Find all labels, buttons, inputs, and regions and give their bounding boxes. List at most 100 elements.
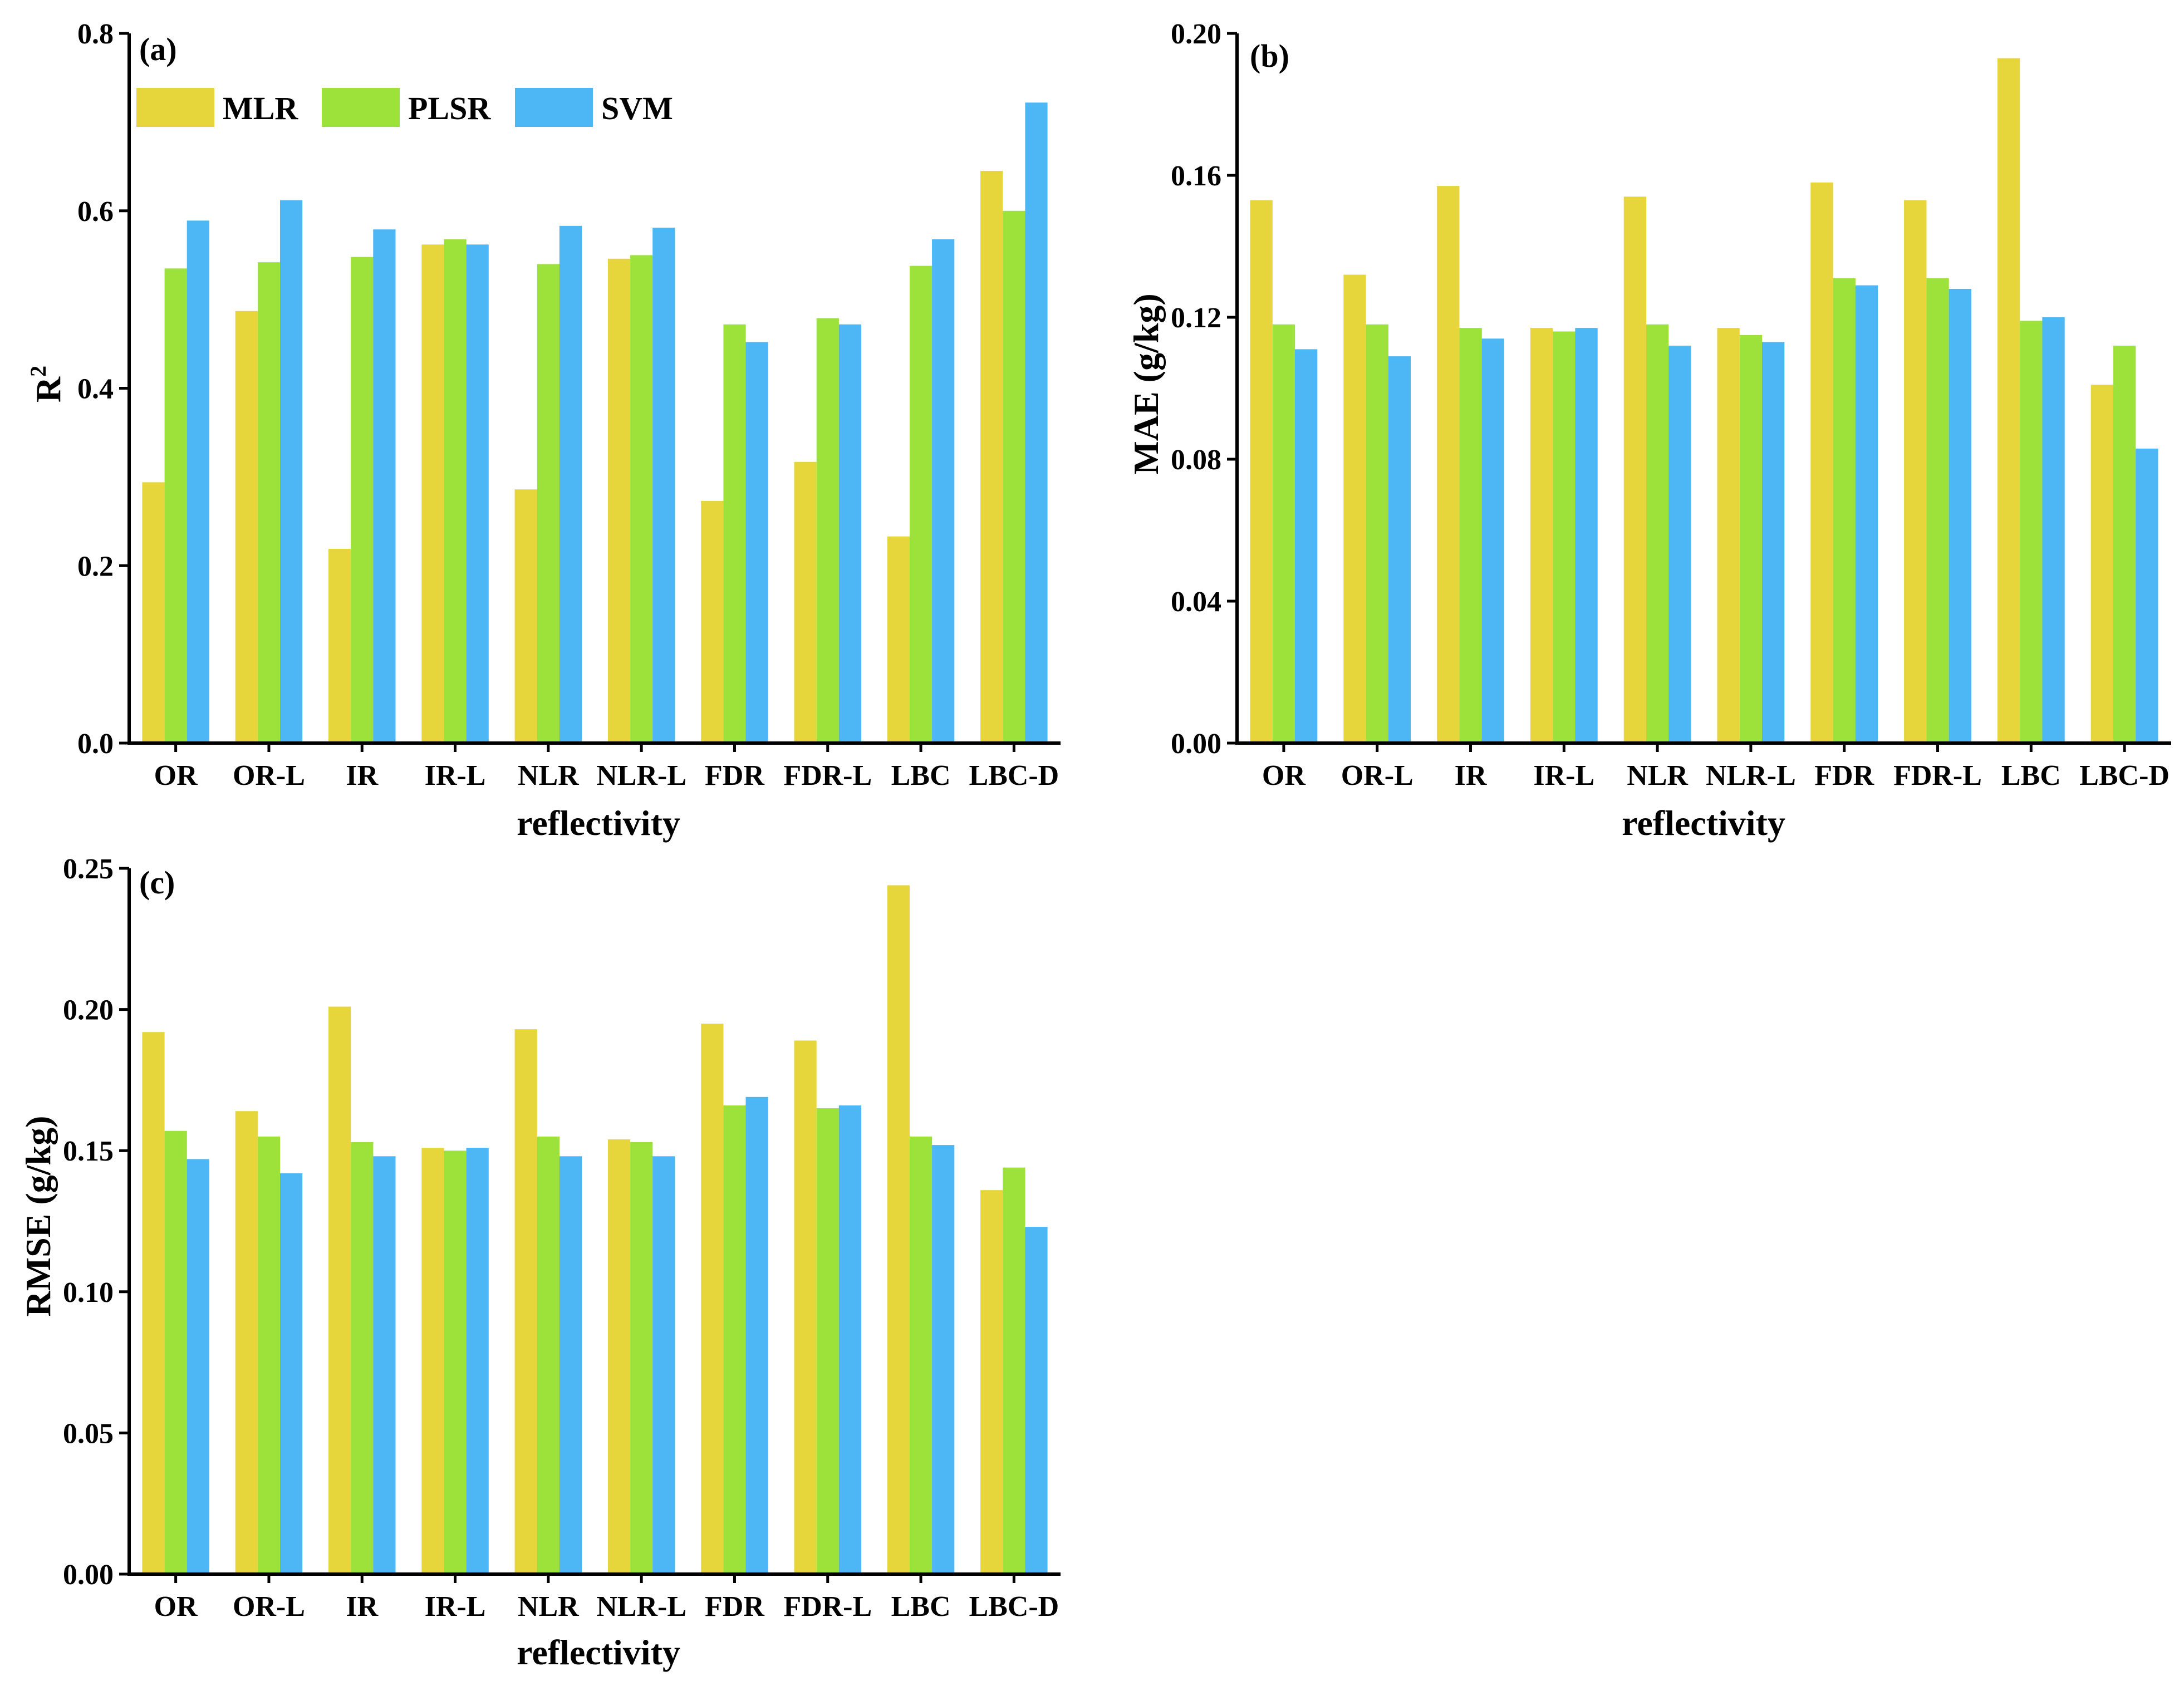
xtick-label-a-or: OR [154, 760, 198, 792]
bar-c-plsr-fdr-l [816, 1108, 839, 1574]
bar-a-plsr-or [164, 268, 187, 743]
bar-a-mlr-or-l [235, 311, 258, 743]
xtick-label-c-fdr-l: FDR-L [783, 1591, 872, 1623]
bar-b-mlr-nlr [1623, 196, 1646, 743]
xtick-label-b-ir-l: IR-L [1533, 760, 1594, 792]
bar-b-plsr-nlr [1646, 324, 1669, 744]
legend: MLR PLSR SVM [136, 88, 673, 127]
bar-c-plsr-nlr-l [630, 1142, 653, 1574]
bar-c-svm-or [187, 1159, 209, 1574]
bar-b-plsr-fdr-l [1926, 278, 1949, 743]
xtick-label-a-ir: IR [346, 760, 379, 792]
xtick-label-c-ir: IR [346, 1591, 379, 1623]
bar-c-mlr-or-l [235, 1111, 258, 1574]
bar-a-plsr-nlr [537, 264, 560, 743]
xtick-label-a-lbc: LBC [891, 760, 951, 792]
bar-c-svm-fdr-l [838, 1105, 861, 1574]
panel-a-y-axis-title-superscript: 2 [26, 366, 51, 377]
bar-c-plsr-ir [351, 1142, 374, 1574]
panel-a-x-axis-title: reflectivity [517, 803, 680, 843]
bar-a-mlr-nlr [514, 489, 537, 743]
panel-a-y-axis-title: R2 [26, 366, 68, 402]
bar-b-plsr-ir [1459, 328, 1482, 743]
bar-b-svm-fdr [1855, 285, 1878, 743]
bar-b-svm-lbc [2042, 317, 2065, 743]
bar-b-mlr-nlr-l [1717, 328, 1740, 743]
bar-a-svm-fdr-l [838, 324, 861, 744]
panel-c-bars [142, 885, 1048, 1574]
bar-a-svm-lbc-d [1025, 102, 1048, 743]
xtick-label-c-ir-l: IR-L [425, 1591, 486, 1623]
xtick-label-a-or-l: OR-L [233, 760, 305, 792]
xtick-label-b-or: OR [1262, 760, 1306, 792]
xtick-label-a-fdr-l: FDR-L [783, 760, 872, 792]
ytick-label-a-0: 0.0 [77, 728, 114, 760]
bar-a-svm-fdr [745, 342, 768, 743]
bar-a-svm-lbc [932, 239, 955, 743]
bar-b-svm-or [1295, 349, 1318, 743]
bar-c-plsr-lbc [910, 1136, 933, 1574]
bar-c-mlr-or [142, 1032, 165, 1574]
bar-c-plsr-or-l [257, 1136, 281, 1574]
bar-a-plsr-nlr-l [630, 255, 653, 743]
panel-b-label: (b) [1250, 38, 1289, 74]
bar-b-mlr-ir-l [1530, 328, 1553, 743]
bar-b-plsr-or [1272, 324, 1295, 744]
bar-c-mlr-lbc-d [980, 1190, 1003, 1574]
legend-label-mlr: MLR [223, 90, 298, 126]
legend-swatch-plsr [322, 88, 400, 127]
bar-b-svm-fdr-l [1949, 289, 1971, 743]
bar-b-plsr-lbc-d [2113, 346, 2136, 743]
panel-c-x-axis-title: reflectivity [517, 1633, 680, 1672]
legend-swatch-mlr [136, 88, 214, 127]
ytick-label-a-2: 0.4 [77, 373, 114, 405]
xtick-label-b-fdr-l: FDR-L [1893, 760, 1982, 792]
panel-a-r2-chart: 0.0 0.2 0.4 0.6 0.8 OR OR-L IR IR-L NLR NLR-L FDR F… [26, 18, 1061, 843]
ytick-label-c-5: 0.25 [63, 853, 114, 885]
ytick-label-b-3: 0.12 [1171, 302, 1221, 334]
bar-c-svm-ir-l [466, 1148, 489, 1574]
panel-a-x-ticks: OR OR-L IR IR-L NLR NLR-L FDR FDR-L LBC LBC-D [154, 743, 1059, 792]
bar-a-mlr-ir-l [421, 244, 444, 743]
bar-b-mlr-lbc-d [2090, 385, 2113, 743]
bar-a-mlr-fdr-l [794, 461, 817, 743]
ytick-label-c-4: 0.20 [63, 995, 114, 1026]
xtick-label-c-lbc: LBC [891, 1591, 951, 1623]
xtick-label-b-lbc: LBC [2001, 760, 2061, 792]
ytick-label-c-3: 0.15 [63, 1135, 114, 1167]
xtick-label-b-fdr: FDR [1814, 760, 1874, 792]
xtick-label-c-or: OR [154, 1591, 198, 1623]
bar-c-plsr-lbc-d [1003, 1167, 1025, 1574]
bar-c-svm-fdr [745, 1097, 768, 1574]
legend-label-svm: SVM [601, 90, 673, 126]
xtick-label-c-nlr: NLR [518, 1591, 580, 1623]
bar-a-svm-nlr-l [652, 228, 675, 743]
bar-c-svm-nlr-l [652, 1156, 675, 1574]
xtick-label-c-fdr: FDR [705, 1591, 765, 1623]
bar-a-plsr-ir [351, 257, 374, 744]
xtick-label-a-fdr: FDR [705, 760, 765, 792]
xtick-label-b-ir: IR [1455, 760, 1488, 792]
bar-c-svm-lbc-d [1025, 1227, 1048, 1574]
bar-b-mlr-ir [1437, 186, 1460, 744]
bar-a-svm-or-l [280, 200, 303, 744]
bar-c-mlr-nlr-l [607, 1139, 631, 1574]
bar-a-svm-nlr [559, 225, 582, 743]
bar-c-mlr-fdr [701, 1024, 724, 1574]
panel-b-bars [1250, 58, 2158, 744]
ytick-label-c-1: 0.05 [63, 1418, 114, 1449]
bar-b-mlr-fdr [1810, 182, 1833, 743]
bar-b-plsr-lbc [2020, 321, 2043, 743]
bar-b-svm-ir-l [1575, 328, 1598, 743]
bar-a-svm-or [187, 220, 209, 743]
bar-b-svm-ir [1481, 338, 1504, 743]
panel-a-label: (a) [139, 31, 177, 67]
bar-b-mlr-fdr-l [1904, 200, 1927, 744]
panel-b-y-ticks: 0.00 0.04 0.08 0.12 0.16 0.20 [1171, 18, 1237, 760]
panel-c-y-ticks: 0.00 0.05 0.10 0.15 0.20 0.25 [63, 853, 129, 1591]
panel-a-y-axis-title-main: R [28, 376, 68, 402]
panel-b-mae-chart: 0.00 0.04 0.08 0.12 0.16 0.20 OR OR-L IR IR-L NLR… [1126, 18, 2171, 843]
bar-c-plsr-nlr [537, 1136, 560, 1574]
bar-b-plsr-ir-l [1553, 331, 1576, 743]
ytick-label-a-4: 0.8 [77, 18, 114, 50]
